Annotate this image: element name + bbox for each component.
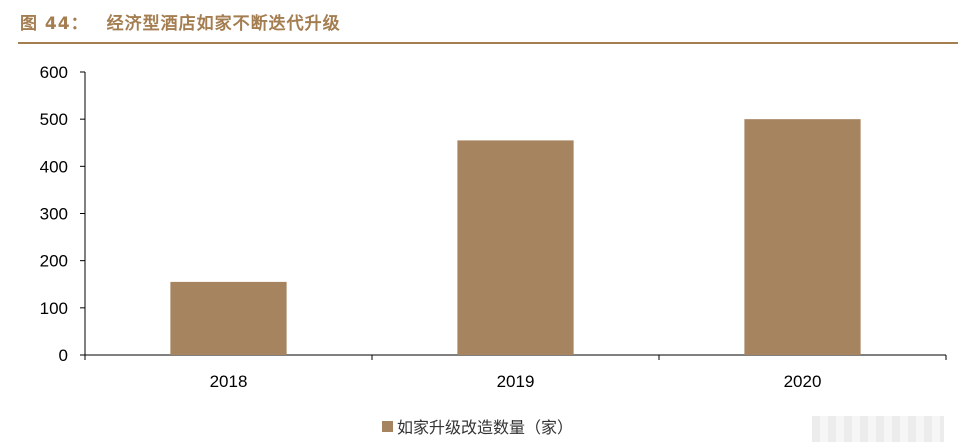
- legend-label: 如家升级改造数量（家）: [397, 418, 574, 437]
- legend-swatch: [382, 420, 393, 432]
- y-tick-label: 400: [40, 157, 68, 176]
- figure-number: 图 44：: [20, 13, 89, 34]
- x-tick-label: 2020: [784, 372, 822, 391]
- y-tick-label: 500: [40, 110, 68, 129]
- figure-caption: 图 44： 经济型酒店如家不断迭代升级: [20, 8, 341, 34]
- bar-2018: [170, 281, 287, 355]
- y-tick-label: 600: [40, 63, 68, 82]
- x-tick-label: 2019: [497, 372, 535, 391]
- watermark: [812, 416, 944, 442]
- bars: [170, 119, 861, 356]
- figure-title: 经济型酒店如家不断迭代升级: [106, 13, 341, 34]
- legend: 如家升级改造数量（家）: [382, 414, 573, 438]
- y-tick-label: 200: [40, 252, 68, 271]
- y-tick-label: 100: [40, 299, 68, 318]
- x-tick-label: 2018: [210, 372, 248, 391]
- y-tick-label: 0: [59, 346, 68, 365]
- x-axis: 2018 2019 2020: [84, 354, 947, 391]
- y-tick-label: 300: [40, 205, 68, 224]
- bar-2019: [457, 140, 574, 355]
- bar-2020: [744, 119, 861, 356]
- y-axis: 0 100 200 300 400 500 600: [40, 63, 86, 365]
- caption-divider: [18, 42, 958, 44]
